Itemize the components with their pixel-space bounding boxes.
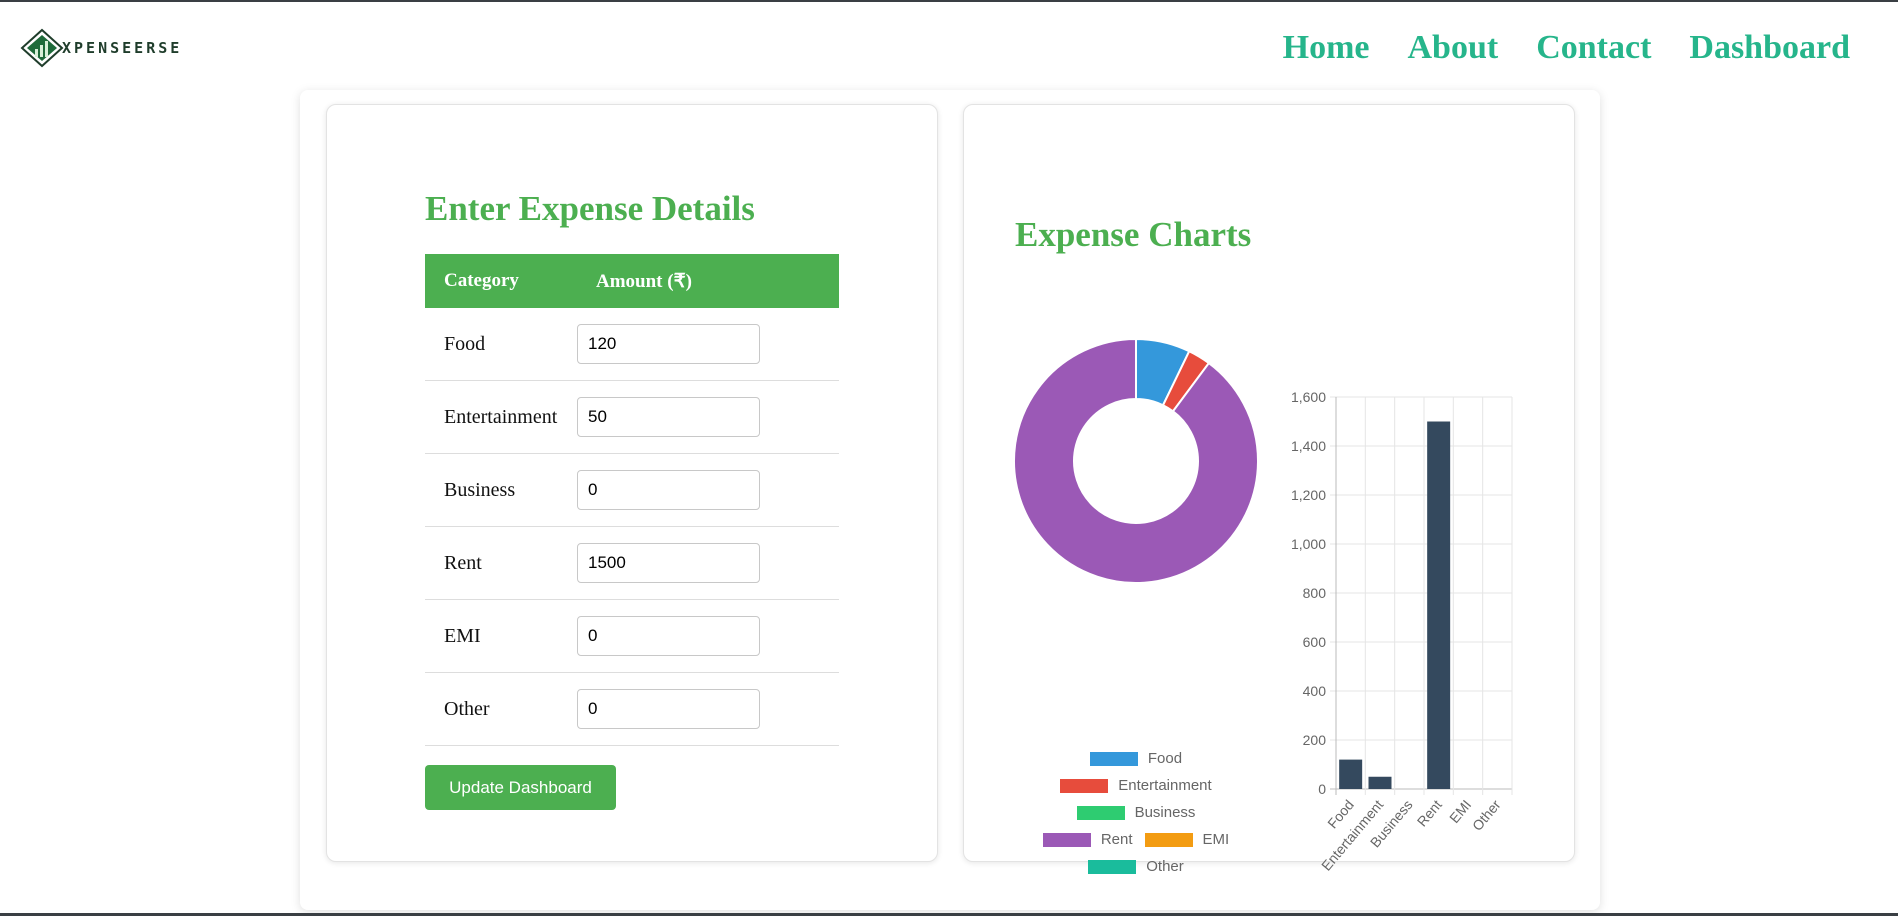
y-tick-label: 800 bbox=[1303, 585, 1327, 601]
table-header-row: Category Amount (₹) bbox=[425, 254, 839, 308]
legend-row: Rent EMI bbox=[1010, 826, 1262, 853]
nav-dashboard[interactable]: Dashboard bbox=[1689, 29, 1850, 66]
amount-cell bbox=[577, 453, 839, 527]
rent-amount-input[interactable] bbox=[577, 543, 760, 583]
category-label-rent: Rent bbox=[425, 526, 577, 600]
emi-amount-input[interactable] bbox=[577, 616, 760, 656]
legend-item-rent[interactable]: Rent bbox=[1042, 831, 1133, 848]
legend-row: Business bbox=[1010, 799, 1262, 826]
logo-icon bbox=[20, 28, 64, 68]
legend-swatch bbox=[1089, 751, 1138, 766]
window-top-border bbox=[0, 0, 1898, 2]
business-amount-input[interactable] bbox=[577, 470, 760, 510]
legend-item-emi[interactable]: EMI bbox=[1144, 831, 1230, 848]
brand-logo[interactable]: XPENSEERSE bbox=[20, 28, 182, 68]
expense-form-card: Enter Expense Details Category Amount (₹… bbox=[326, 104, 938, 862]
brand-name: XPENSEERSE bbox=[62, 39, 183, 57]
nav-about[interactable]: About bbox=[1407, 29, 1499, 66]
y-tick-label: 600 bbox=[1303, 634, 1327, 650]
legend-item-business[interactable]: Business bbox=[1076, 804, 1196, 821]
x-tick-label: Other bbox=[1469, 796, 1504, 833]
y-tick-label: 1,400 bbox=[1291, 438, 1326, 454]
table-row: Entertainment bbox=[425, 380, 839, 454]
legend-item-entertainment[interactable]: Entertainment bbox=[1060, 777, 1212, 794]
site-header: XPENSEERSE Home About Contact Dashboard bbox=[0, 2, 1898, 90]
y-tick-label: 1,000 bbox=[1291, 536, 1326, 552]
legend-row: Entertainment bbox=[1010, 772, 1262, 799]
amount-cell bbox=[577, 308, 839, 381]
legend-swatch bbox=[1088, 859, 1137, 874]
bar-rent[interactable] bbox=[1427, 421, 1451, 790]
amount-cell bbox=[577, 526, 839, 600]
legend-swatch bbox=[1042, 832, 1091, 847]
donut-legend: Food Entertainment Business Rent EMI Other bbox=[1010, 745, 1262, 880]
nav-home[interactable]: Home bbox=[1282, 29, 1370, 66]
legend-label: Business bbox=[1134, 804, 1196, 821]
donut-chart bbox=[1013, 337, 1259, 584]
table-row: Food bbox=[425, 308, 839, 381]
charts-title: Expense Charts bbox=[1015, 215, 1252, 254]
category-label-other: Other bbox=[425, 672, 577, 746]
donut-slice-rent[interactable] bbox=[1013, 337, 1259, 584]
table-row: Other bbox=[425, 672, 839, 746]
expense-table: Category Amount (₹) Food Entertainment B… bbox=[425, 254, 839, 746]
legend-swatch bbox=[1076, 805, 1125, 820]
bar-chart: 02004006008001,0001,2001,4001,600FoodEnt… bbox=[1291, 389, 1513, 874]
table-row: Business bbox=[425, 453, 839, 527]
window-bottom-border bbox=[0, 913, 1898, 916]
legend-label: Food bbox=[1147, 750, 1183, 767]
x-tick-label: Rent bbox=[1414, 797, 1445, 830]
y-tick-label: 1,200 bbox=[1291, 487, 1326, 503]
main-nav: Home About Contact Dashboard bbox=[1245, 24, 1850, 72]
expense-charts-card: Expense Charts Food Entertainment Business… bbox=[963, 104, 1575, 875]
legend-label: Other bbox=[1146, 858, 1184, 875]
legend-item-other[interactable]: Other bbox=[1088, 858, 1184, 875]
category-label-entertainment: Entertainment bbox=[425, 380, 577, 454]
category-label-emi: EMI bbox=[425, 599, 577, 673]
food-amount-input[interactable] bbox=[577, 324, 760, 364]
y-tick-label: 400 bbox=[1303, 683, 1327, 699]
legend-label: Rent bbox=[1100, 831, 1133, 848]
table-row: EMI bbox=[425, 599, 839, 673]
y-tick-label: 1,600 bbox=[1291, 389, 1326, 405]
update-dashboard-button[interactable]: Update Dashboard bbox=[425, 765, 616, 810]
legend-swatch bbox=[1060, 778, 1109, 793]
legend-row: Other bbox=[1010, 853, 1262, 880]
table-row: Rent bbox=[425, 526, 839, 600]
category-label-food: Food bbox=[425, 308, 577, 381]
legend-row: Food bbox=[1010, 745, 1262, 772]
y-tick-label: 0 bbox=[1318, 781, 1326, 797]
amount-header: Amount (₹) bbox=[577, 254, 839, 308]
category-header: Category bbox=[425, 254, 577, 308]
bar-entertainment[interactable] bbox=[1368, 776, 1392, 789]
form-title: Enter Expense Details bbox=[425, 189, 755, 228]
legend-label: Entertainment bbox=[1118, 777, 1212, 794]
amount-cell bbox=[577, 380, 839, 454]
y-tick-label: 200 bbox=[1303, 732, 1327, 748]
amount-cell bbox=[577, 599, 839, 673]
entertainment-amount-input[interactable] bbox=[577, 397, 760, 437]
legend-label: EMI bbox=[1202, 831, 1230, 848]
other-amount-input[interactable] bbox=[577, 689, 760, 729]
amount-cell bbox=[577, 672, 839, 746]
category-label-business: Business bbox=[425, 453, 577, 527]
bar-food[interactable] bbox=[1339, 759, 1363, 789]
legend-swatch bbox=[1144, 832, 1193, 847]
nav-contact[interactable]: Contact bbox=[1536, 29, 1652, 66]
legend-item-food[interactable]: Food bbox=[1089, 750, 1183, 767]
